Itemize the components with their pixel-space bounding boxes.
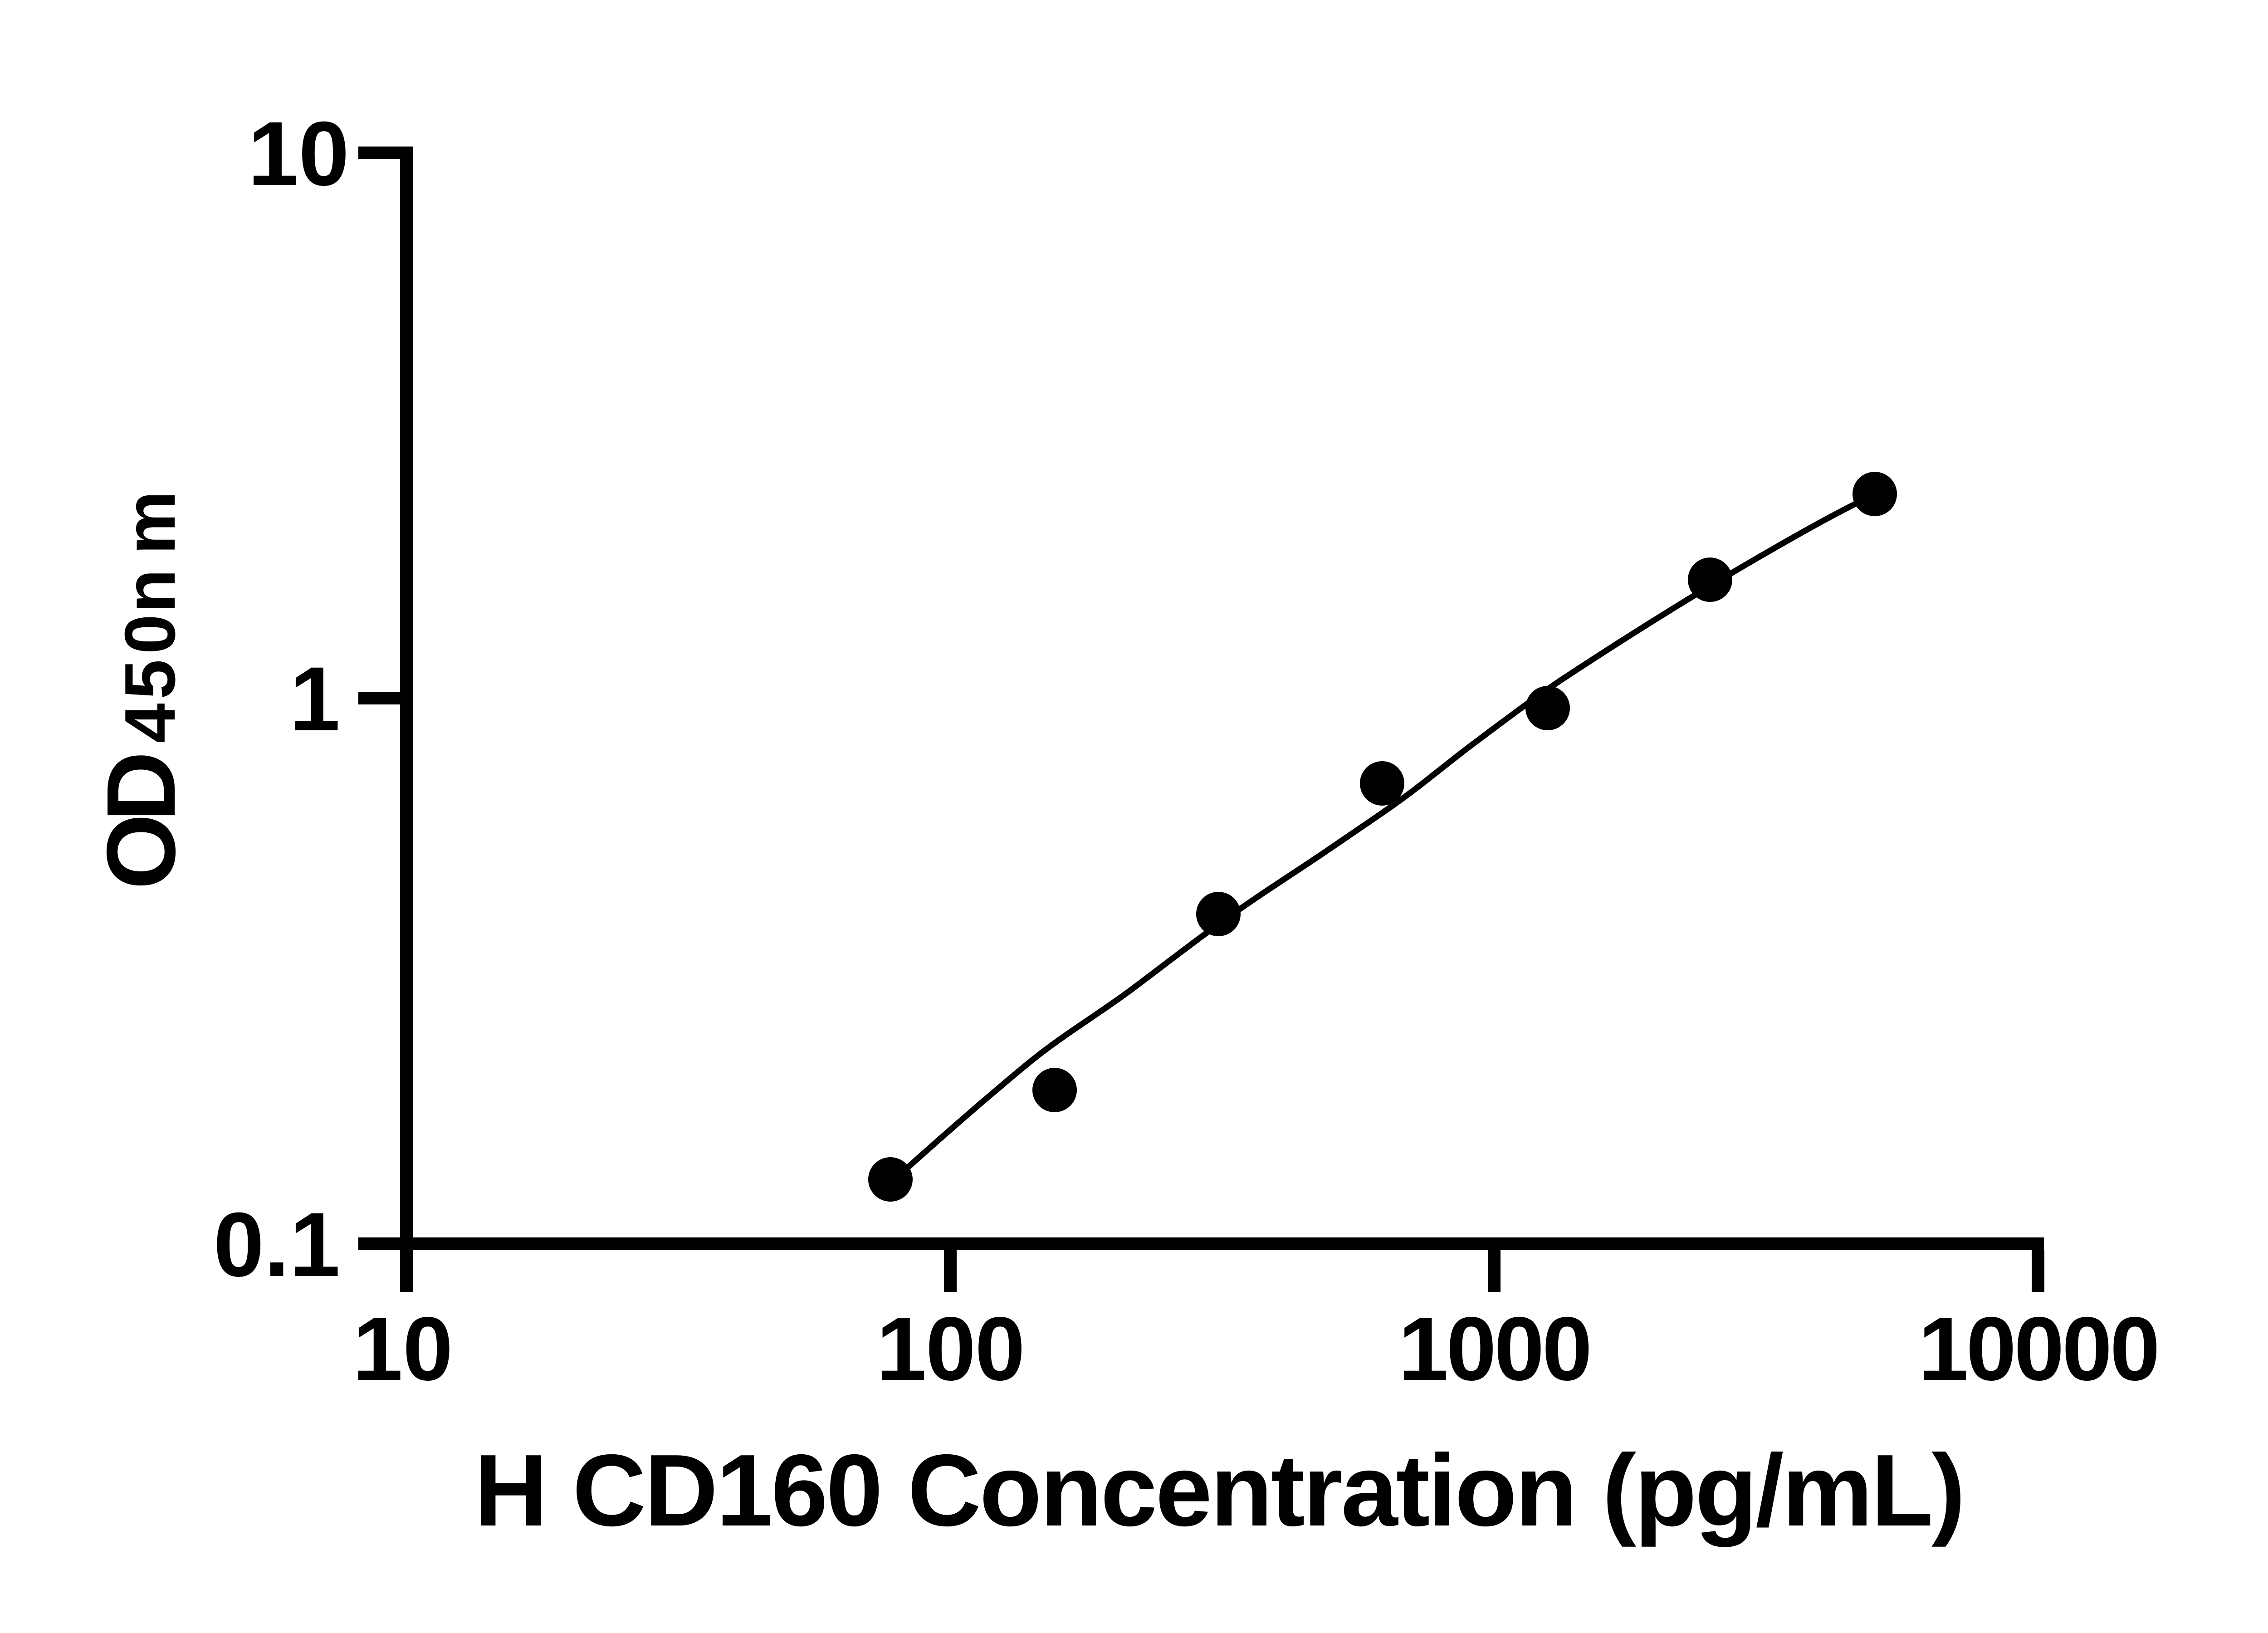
svg-text:1000: 1000 (1398, 1299, 1590, 1399)
svg-text:100: 100 (876, 1299, 1024, 1399)
svg-text:1: 1 (289, 648, 340, 750)
svg-text:10000: 10000 (1918, 1299, 2158, 1399)
svg-text:H CD160 Concentration (pg/mL): H CD160 Concentration (pg/mL) (474, 1433, 1964, 1547)
svg-text:OD450nm: OD450nm (86, 491, 196, 890)
svg-text:10: 10 (352, 1299, 453, 1399)
svg-text:0.1: 0.1 (214, 1193, 340, 1296)
svg-text:10: 10 (248, 103, 349, 205)
